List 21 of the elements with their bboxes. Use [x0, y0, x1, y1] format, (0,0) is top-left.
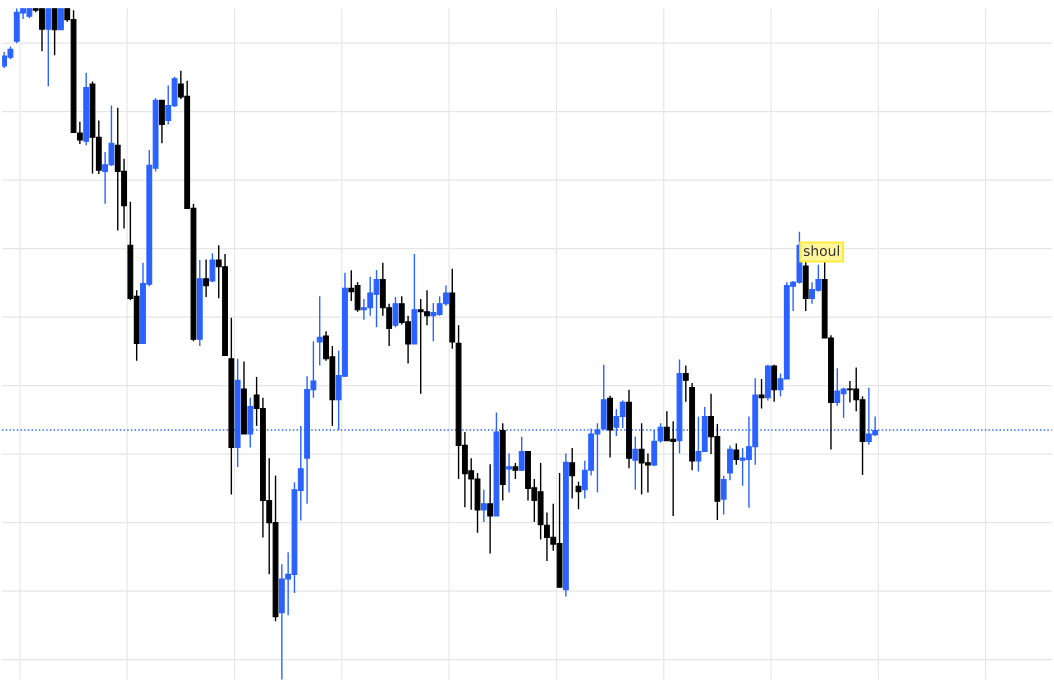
- candlestick: [758, 378, 765, 410]
- candlestick: [518, 435, 525, 472]
- candlestick: [51, 8, 58, 56]
- candlestick: [506, 452, 512, 494]
- candlestick: [569, 447, 576, 500]
- candlestick: [76, 121, 83, 145]
- candlestick: [632, 435, 639, 491]
- candlestick: [771, 364, 778, 403]
- candlestick: [480, 489, 487, 523]
- candlestick: [209, 252, 216, 283]
- candlestick: [45, 8, 52, 87]
- candlestick: [487, 463, 494, 555]
- candlestick: [733, 442, 740, 466]
- candlestick: [392, 296, 399, 328]
- candlestick: [203, 258, 210, 298]
- candlestick: [682, 364, 689, 403]
- candlestick: [575, 480, 582, 510]
- annotation: shoul: [803, 245, 839, 257]
- candlestick: [720, 474, 727, 516]
- candlestick: [727, 444, 733, 482]
- candlestick: [316, 295, 323, 367]
